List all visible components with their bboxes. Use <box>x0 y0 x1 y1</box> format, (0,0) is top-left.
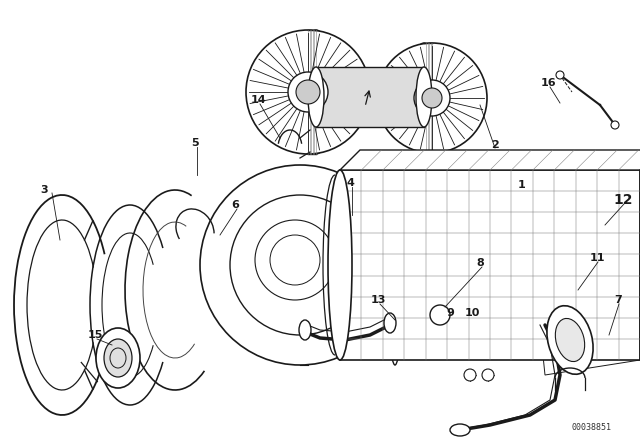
Circle shape <box>296 80 320 104</box>
Ellipse shape <box>556 319 585 362</box>
Text: 13: 13 <box>371 295 386 305</box>
Circle shape <box>611 121 619 129</box>
Ellipse shape <box>416 67 432 127</box>
Text: 7: 7 <box>614 295 622 305</box>
Text: 4: 4 <box>346 178 354 188</box>
Polygon shape <box>340 170 640 360</box>
Text: 12: 12 <box>613 193 633 207</box>
Polygon shape <box>340 150 640 170</box>
Text: 15: 15 <box>87 330 102 340</box>
Text: 1: 1 <box>518 180 526 190</box>
Text: 3: 3 <box>40 185 48 195</box>
Circle shape <box>200 165 400 365</box>
Circle shape <box>430 305 450 325</box>
Text: 2: 2 <box>491 140 499 150</box>
Text: 9: 9 <box>446 308 454 318</box>
Circle shape <box>288 72 328 112</box>
Polygon shape <box>530 220 640 375</box>
Text: 5: 5 <box>191 138 199 148</box>
Ellipse shape <box>547 306 593 374</box>
Ellipse shape <box>408 43 440 153</box>
Circle shape <box>482 369 494 381</box>
Text: 14: 14 <box>250 95 266 105</box>
Text: 11: 11 <box>589 253 605 263</box>
Circle shape <box>414 80 450 116</box>
Ellipse shape <box>384 313 396 333</box>
Circle shape <box>377 43 487 153</box>
Text: 16: 16 <box>540 78 556 88</box>
Ellipse shape <box>299 320 311 340</box>
Circle shape <box>464 369 476 381</box>
Ellipse shape <box>298 30 334 154</box>
Ellipse shape <box>328 170 352 360</box>
Text: 6: 6 <box>231 200 239 210</box>
Text: 00038851: 00038851 <box>572 423 612 432</box>
Circle shape <box>556 71 564 79</box>
Text: 8: 8 <box>476 258 484 268</box>
Bar <box>316 67 424 127</box>
Circle shape <box>230 195 370 335</box>
Text: 10: 10 <box>464 308 480 318</box>
Ellipse shape <box>450 424 470 436</box>
Ellipse shape <box>387 165 403 365</box>
Ellipse shape <box>96 328 140 388</box>
Ellipse shape <box>104 339 132 377</box>
Circle shape <box>246 30 370 154</box>
Circle shape <box>422 88 442 108</box>
Ellipse shape <box>308 67 324 127</box>
